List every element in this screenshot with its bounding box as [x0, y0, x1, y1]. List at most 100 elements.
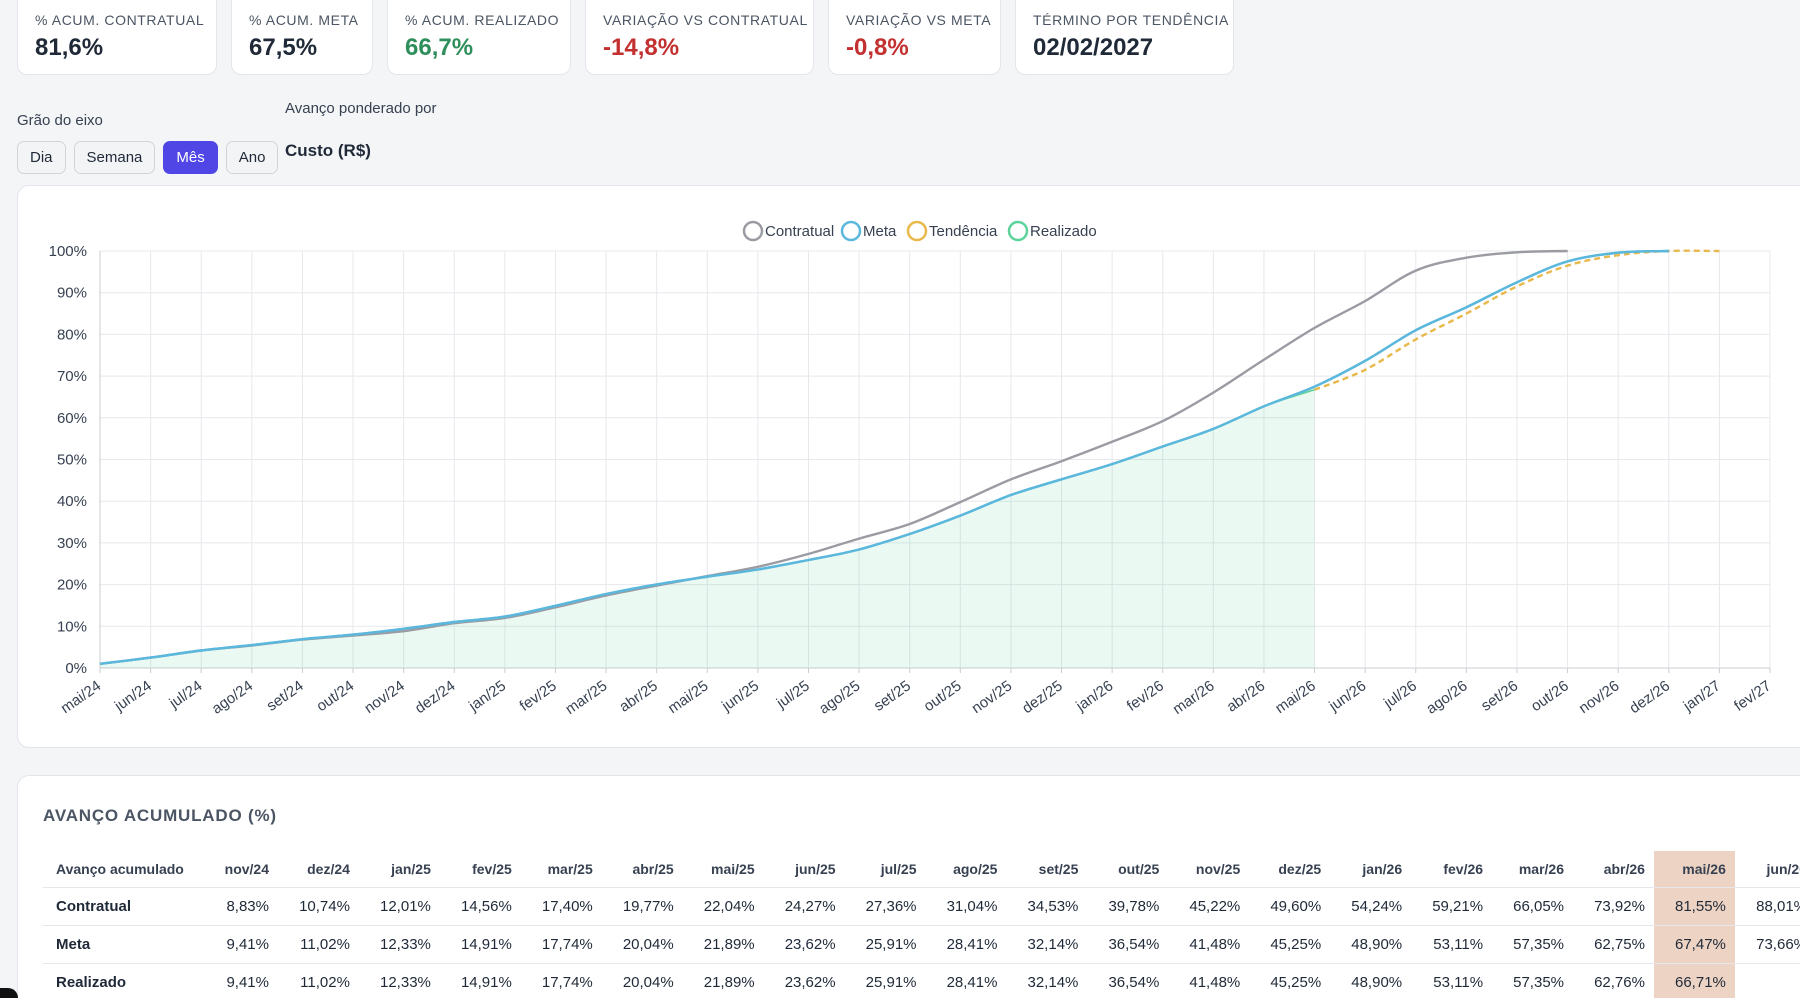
table-cell: 57,35% [1492, 963, 1573, 998]
table-cell: 36,54% [1087, 963, 1169, 998]
grain-year-button[interactable]: Ano [225, 141, 279, 174]
table-cell: 12,01% [358, 887, 440, 926]
table-header-cell: ago/25 [925, 851, 1007, 888]
table-header-cell: mai/26 [1653, 851, 1735, 888]
kpi-label: % ACUM. CONTRATUAL [35, 12, 205, 28]
x-tick-label: out/26 [1528, 677, 1572, 715]
table-cell: 48,90% [1330, 963, 1412, 998]
table-cell: 25,91% [844, 925, 926, 964]
table-cell: 20,04% [601, 963, 683, 998]
table-cell: 10,74% [278, 887, 359, 926]
x-tick-label: set/24 [263, 677, 306, 714]
x-tick-label: jun/24 [111, 677, 155, 715]
table-cell: 81,55% [1653, 887, 1735, 926]
legend-label: Meta [863, 223, 897, 240]
x-tick-label: mar/26 [1170, 677, 1218, 718]
table-header-cell: fev/26 [1411, 851, 1493, 888]
y-tick-label: 60% [57, 410, 87, 427]
kpi-card-actual: % ACUM. REALIZADO 66,7% [387, 0, 571, 75]
table-cell: 20,04% [601, 925, 683, 964]
legend-marker [906, 220, 928, 242]
table-cell: 27,36% [844, 887, 926, 926]
y-tick-label: 30% [57, 535, 87, 552]
table-header-cell: mar/25 [520, 851, 602, 888]
table-cell: 59,21% [1411, 887, 1493, 926]
table-cell: 9,41% [197, 963, 278, 998]
table-cell: 54,24% [1330, 887, 1412, 926]
table-row: Contratual 8,83% 10,74% 12,01% 14,56% 17,40% 1… [43, 887, 1800, 926]
table-cell: 8,83% [197, 887, 278, 926]
table-title: AVANÇO ACUMULADO (%) [43, 806, 277, 825]
table-row-label: Contratual [43, 887, 198, 926]
y-tick-label: 10% [57, 618, 87, 635]
grain-day-button[interactable]: Dia [17, 141, 66, 174]
y-tick-label: 90% [57, 285, 87, 302]
table-header-cell: jul/25 [844, 851, 926, 888]
table-cell: 12,33% [358, 963, 440, 998]
y-tick-label: 50% [57, 452, 87, 469]
table-cell: 41,48% [1168, 963, 1250, 998]
table-cell: 45,25% [1249, 963, 1331, 998]
x-tick-label: nov/24 [361, 677, 408, 717]
kpi-value: 02/02/2027 [1033, 34, 1154, 61]
legend-label: Realizado [1030, 223, 1097, 240]
y-tick-label: 80% [57, 326, 87, 343]
grain-month-button[interactable]: Mês [163, 141, 218, 174]
table-cell: 39,78% [1087, 887, 1169, 926]
table-cell: 53,11% [1411, 963, 1493, 998]
x-tick-label: mai/26 [1272, 677, 1319, 717]
x-tick-label: set/26 [1478, 677, 1521, 714]
kpi-card-contractual: % ACUM. CONTRATUAL 81,6% [17, 0, 217, 75]
kpi-row: % ACUM. CONTRATUAL 81,6% % ACUM. META 67… [17, 0, 1234, 75]
table-header-cell: set/25 [1006, 851, 1088, 888]
table-cell: 36,54% [1087, 925, 1169, 964]
table-cell: 28,41% [925, 925, 1007, 964]
meta-line-top [99, 249, 1669, 665]
weighting-label: Avanço ponderado por [285, 100, 437, 117]
table-cell: 57,35% [1492, 925, 1573, 964]
legend-label: Contratual [765, 223, 834, 240]
table-cell: 32,14% [1006, 925, 1088, 964]
x-tick-label: ago/26 [1423, 677, 1470, 717]
weighting-value[interactable]: Custo (R$) [285, 141, 371, 160]
table-cell: 14,91% [439, 963, 521, 998]
table-card: AVANÇO ACUMULADO (%) Avanço acumulado no… [17, 775, 1800, 998]
table-cell: 12,33% [358, 925, 440, 964]
table-header-cell: jun/26 [1734, 851, 1800, 888]
x-tick-label: out/24 [313, 677, 357, 715]
table-cell: 48,90% [1330, 925, 1412, 964]
x-tick-label: abr/26 [1224, 677, 1269, 715]
table-cell: 32,14% [1006, 963, 1088, 998]
kpi-value: 81,6% [35, 34, 104, 61]
kpi-label: TÉRMINO POR TENDÊNCIA [1033, 12, 1229, 28]
x-tick-label: fev/26 [1124, 677, 1167, 714]
kpi-label: VARIAÇÃO VS CONTRATUAL [603, 12, 808, 28]
table-cell: 49,60% [1249, 887, 1331, 926]
x-tick-label: jun/25 [718, 677, 762, 715]
table-header-cell: out/25 [1087, 851, 1169, 888]
table-cell: 34,53% [1006, 887, 1088, 926]
x-tick-label: jul/25 [773, 677, 813, 712]
table-cell: 9,41% [197, 925, 278, 964]
grain-week-button[interactable]: Semana [73, 141, 156, 174]
kpi-card-trend-end: TÉRMINO POR TENDÊNCIA 02/02/2027 [1015, 0, 1234, 75]
table-cell: 21,89% [682, 963, 764, 998]
y-tick-label: 100% [49, 243, 87, 260]
kpi-value: -14,8% [603, 34, 680, 61]
kpi-card-variation-goal: VARIAÇÃO VS META -0,8% [828, 0, 1001, 75]
legend-marker [742, 220, 764, 242]
table-header-cell: abr/26 [1573, 851, 1654, 888]
table-cell: 14,56% [439, 887, 521, 926]
table-cell: 73,92% [1573, 887, 1654, 926]
table-cell: 62,75% [1573, 925, 1654, 964]
table-cell: 11,02% [278, 925, 359, 964]
cumulative-progress-table: Avanço acumulado nov/24 dez/24 jan/25 fev/2… [43, 851, 1800, 998]
table-cell: 45,25% [1249, 925, 1331, 964]
table-row: Realizado 9,41% 11,02% 12,33% 14,91% 17,74% 20… [43, 963, 1800, 998]
table-header-cell: abr/25 [601, 851, 683, 888]
x-tick-label: ago/24 [209, 677, 256, 717]
table-cell: 66,71% [1653, 963, 1735, 998]
table-header-cell: mai/25 [682, 851, 764, 888]
weighting-control: Avanço ponderado por Custo (R$) [285, 100, 437, 161]
table-cell: 31,04% [925, 887, 1007, 926]
